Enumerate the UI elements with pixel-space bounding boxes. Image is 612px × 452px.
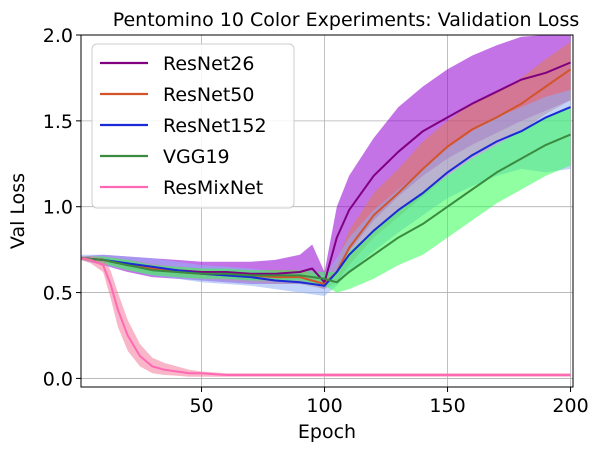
y-tick-label-2: 1.0	[43, 197, 73, 219]
x-tick-label-2: 150	[429, 395, 465, 417]
y-axis-label: Val Loss	[7, 173, 29, 249]
legend-label-resmixnet: ResMixNet	[163, 177, 263, 199]
legend-label-resnet152: ResNet152	[163, 115, 267, 137]
y-tick-label-1: 0.5	[43, 283, 73, 305]
y-tick-label-3: 1.5	[43, 111, 73, 133]
chart-title: Pentomino 10 Color Experiments: Validati…	[113, 9, 580, 31]
validation-loss-chart: Pentomino 10 Color Experiments: Validati…	[0, 0, 612, 452]
x-axis-ticks: 50 100 150 200	[189, 387, 588, 417]
x-tick-label-3: 200	[552, 395, 588, 417]
y-tick-label-4: 2.0	[43, 25, 73, 47]
x-tick-label-1: 100	[306, 395, 342, 417]
y-axis-ticks: 0.0 0.5 1.0 1.5 2.0	[43, 25, 81, 390]
legend-label-vgg19: VGG19	[163, 146, 230, 168]
x-axis-label: Epoch	[298, 421, 356, 443]
y-tick-label-0: 0.0	[43, 368, 73, 390]
legend-label-resnet26: ResNet26	[163, 53, 254, 75]
x-tick-label-0: 50	[189, 395, 213, 417]
legend-label-resnet50: ResNet50	[163, 84, 254, 106]
legend: ResNet26 ResNet50 ResNet152 VGG19 ResMixNet	[92, 44, 294, 208]
